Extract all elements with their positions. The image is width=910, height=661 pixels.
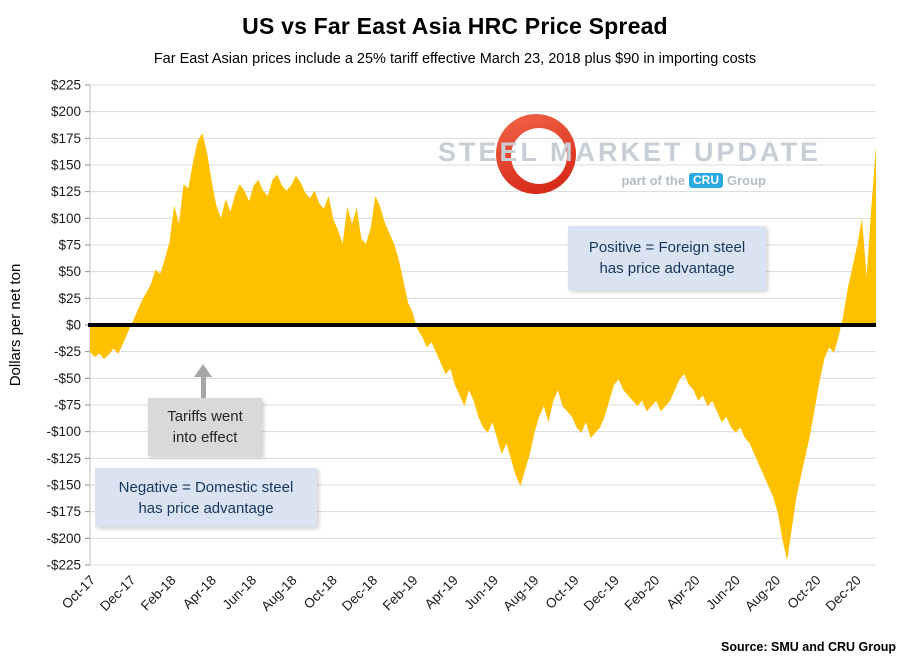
tariffs-annotation-line1: Tariffs went	[167, 408, 243, 425]
svg-text:Apr-18: Apr-18	[180, 573, 219, 612]
positive-annotation-line2: has price advantage	[599, 260, 735, 277]
positive-annotation: Positive = Foreign steel has price advan…	[568, 226, 766, 290]
svg-text:-$75: -$75	[54, 398, 81, 413]
svg-text:Apr-19: Apr-19	[422, 573, 461, 612]
chart-subtitle: Far East Asian prices include a 25% tari…	[153, 51, 757, 67]
positive-annotation-line1: Positive = Foreign steel	[588, 239, 746, 256]
svg-text:$50: $50	[58, 264, 81, 279]
negative-annotation: Negative = Domestic steel has price adva…	[95, 468, 317, 527]
svg-text:Oct-18: Oct-18	[301, 573, 340, 612]
svg-text:Feb-18: Feb-18	[138, 573, 179, 614]
arrow-stem	[200, 377, 206, 398]
tariffs-annotation: Tariffs went into effect	[148, 398, 262, 456]
tariffs-annotation-line2: into effect	[172, 429, 238, 446]
svg-text:-$200: -$200	[46, 531, 81, 546]
svg-text:Dec-17: Dec-17	[97, 573, 138, 614]
source-note: Source: SMU and CRU Group	[720, 640, 896, 654]
svg-text:Dec-20: Dec-20	[823, 573, 864, 614]
svg-text:Apr-20: Apr-20	[663, 573, 702, 612]
svg-text:-$100: -$100	[46, 424, 81, 439]
y-axis-title: Dollars per net ton	[7, 264, 24, 387]
price-spread-area	[90, 133, 876, 561]
svg-text:-$125: -$125	[46, 451, 81, 466]
svg-text:$225: $225	[51, 78, 81, 93]
svg-text:$25: $25	[58, 291, 81, 306]
svg-text:Jun-19: Jun-19	[461, 573, 501, 613]
svg-text:Oct-20: Oct-20	[784, 573, 823, 612]
svg-text:-$50: -$50	[54, 371, 81, 386]
svg-text:Oct-19: Oct-19	[543, 573, 582, 612]
svg-text:Oct-17: Oct-17	[59, 573, 98, 612]
svg-text:Feb-20: Feb-20	[622, 573, 663, 614]
svg-text:-$25: -$25	[54, 344, 81, 359]
svg-text:$75: $75	[58, 238, 81, 253]
svg-text:$0: $0	[66, 318, 81, 333]
svg-text:Jun-20: Jun-20	[703, 573, 743, 613]
negative-annotation-line1: Negative = Domestic steel	[118, 478, 294, 496]
svg-text:Aug-20: Aug-20	[742, 573, 783, 614]
svg-text:-$150: -$150	[46, 478, 81, 493]
svg-text:Aug-19: Aug-19	[500, 573, 541, 614]
svg-text:-$175: -$175	[46, 504, 81, 519]
svg-text:$175: $175	[51, 131, 81, 146]
svg-text:-$225: -$225	[46, 558, 81, 573]
svg-text:$125: $125	[51, 184, 81, 199]
svg-text:$200: $200	[51, 104, 81, 119]
svg-text:Dec-19: Dec-19	[581, 573, 622, 614]
svg-text:$100: $100	[51, 211, 81, 226]
arrow-head	[194, 364, 212, 377]
svg-text:Dec-18: Dec-18	[339, 573, 380, 614]
svg-text:Feb-19: Feb-19	[380, 573, 421, 614]
up-arrow-icon	[194, 364, 212, 398]
negative-annotation-line2: has price advantage	[138, 499, 274, 517]
chart-title: US vs Far East Asia HRC Price Spread	[242, 13, 668, 39]
svg-text:Aug-18: Aug-18	[258, 573, 299, 614]
svg-text:Jun-18: Jun-18	[220, 573, 260, 613]
svg-text:$150: $150	[51, 158, 81, 173]
